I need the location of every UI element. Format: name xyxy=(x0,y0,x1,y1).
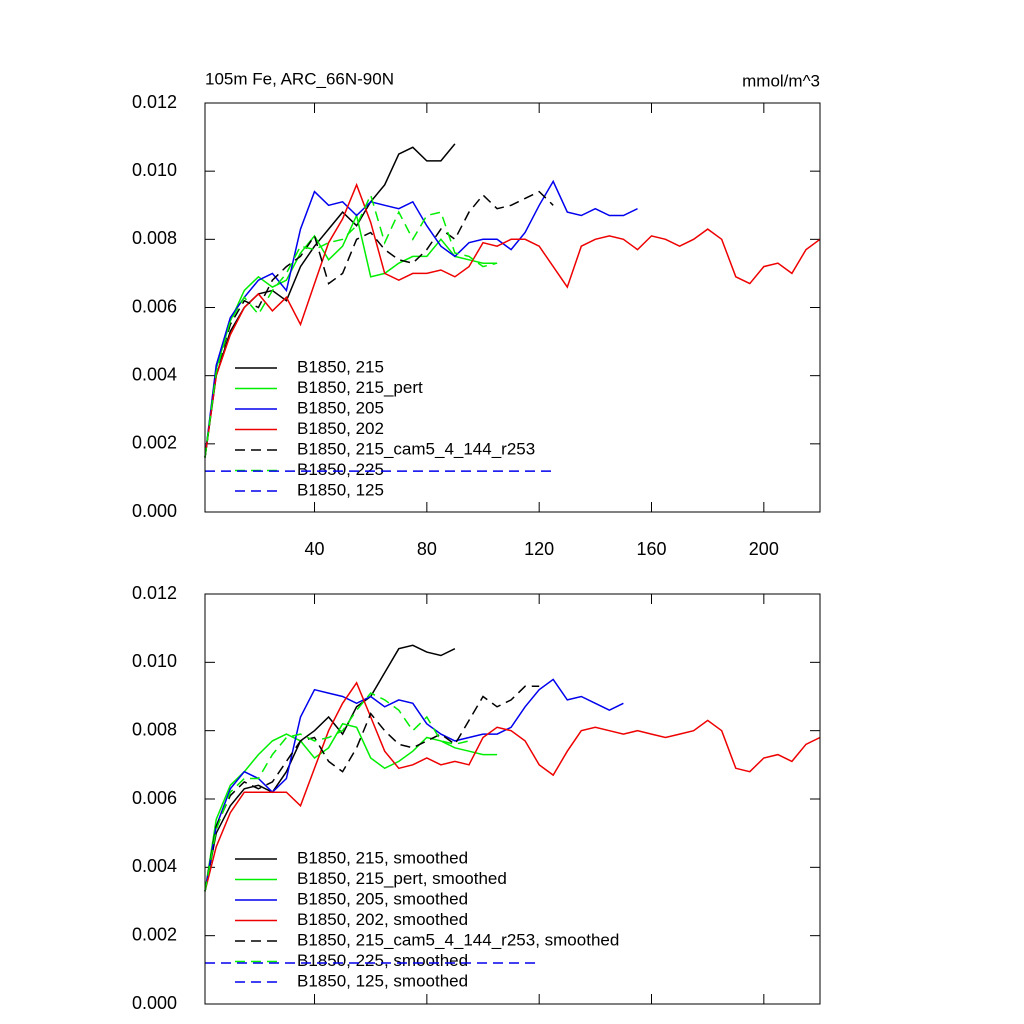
y-tick-label: 0.008 xyxy=(132,719,177,739)
y-tick-label: 0.010 xyxy=(132,160,177,180)
series-line xyxy=(204,681,821,892)
legend-label: B1850, 215_cam5_4_144_r253, smoothed xyxy=(297,930,619,949)
series-line xyxy=(204,192,498,458)
y-tick-label: 0.008 xyxy=(132,228,177,248)
series-line xyxy=(204,685,540,892)
legend-label: B1850, 225, smoothed xyxy=(297,951,468,970)
legend-label: B1850, 125 xyxy=(297,480,384,499)
x-tick-label: 160 xyxy=(636,539,666,559)
y-tick-label: 0.006 xyxy=(132,296,177,316)
legend-label: B1850, 205 xyxy=(297,398,384,417)
y-tick-label: 0.012 xyxy=(132,92,177,112)
y-tick-label: 0.012 xyxy=(132,583,177,603)
plot-frame xyxy=(204,102,821,513)
plot-frame xyxy=(204,593,821,1005)
x-tick-label: 120 xyxy=(524,539,554,559)
y-tick-label: 0.004 xyxy=(132,856,177,876)
legend-label: B1850, 225 xyxy=(297,460,384,479)
units-label: mmol/m^3 xyxy=(742,71,820,90)
legend-label: B1850, 202 xyxy=(297,419,384,438)
legend-label: B1850, 125, smoothed xyxy=(297,971,468,990)
series-line xyxy=(204,179,638,458)
y-tick-label: 0.004 xyxy=(132,364,177,384)
legend-label: B1850, 215_cam5_4_144_r253 xyxy=(297,439,535,458)
y-tick-label: 0.000 xyxy=(132,993,177,1013)
x-tick-label: 200 xyxy=(749,539,779,559)
series-line xyxy=(204,722,498,892)
legend-label: B1850, 215, smoothed xyxy=(297,848,468,867)
series-line xyxy=(204,644,456,892)
x-tick-label: 80 xyxy=(417,539,437,559)
y-tick-label: 0.002 xyxy=(132,433,177,453)
y-tick-label: 0.002 xyxy=(132,924,177,944)
legend-label: B1850, 205, smoothed xyxy=(297,889,468,908)
x-tick-label: 40 xyxy=(305,539,325,559)
legend-label: B1850, 202, smoothed xyxy=(297,910,468,929)
legend-label: B1850, 215_pert, smoothed xyxy=(297,869,507,888)
series-line xyxy=(204,213,498,458)
y-tick-label: 0.000 xyxy=(132,501,177,521)
legend-label: B1850, 215 xyxy=(297,357,384,376)
y-tick-label: 0.006 xyxy=(132,788,177,808)
legend-label: B1850, 215_pert xyxy=(297,378,423,397)
series-line xyxy=(204,182,821,458)
series-line xyxy=(204,190,554,458)
chart-title: 105m Fe, ARC_66N-90N xyxy=(205,69,394,88)
y-tick-label: 0.010 xyxy=(132,651,177,671)
